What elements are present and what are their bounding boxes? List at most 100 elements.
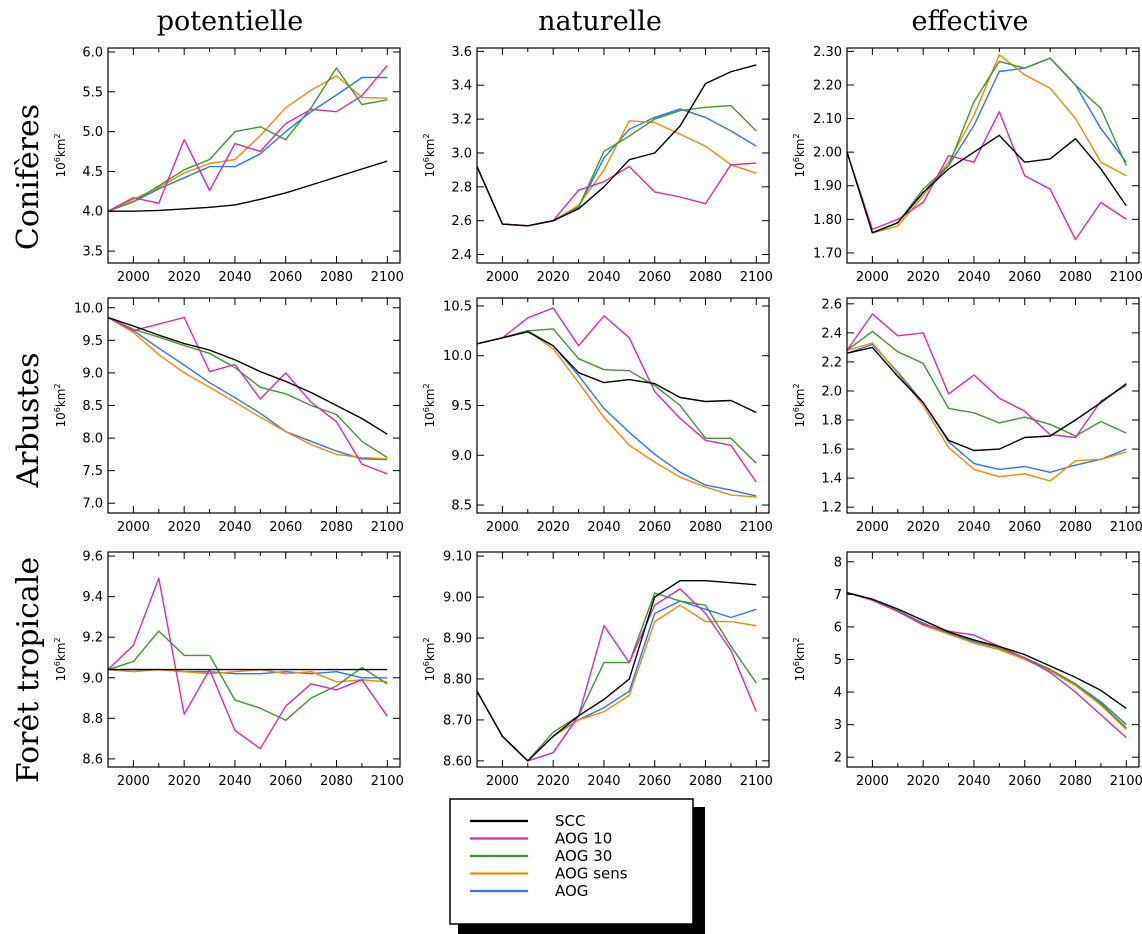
y-tick-label: 8.5 <box>451 499 472 514</box>
series-group <box>477 64 757 227</box>
x-tick-label: 2020 <box>168 520 201 535</box>
y-axis-label: 106km2 <box>792 133 807 177</box>
x-tick-label: 2020 <box>907 774 940 789</box>
y-tick-label: 8.80 <box>443 672 472 687</box>
y-tick-label: 9.2 <box>82 631 103 646</box>
series-line-aog-sens <box>477 330 757 498</box>
ylabel-base: 10 <box>54 666 68 681</box>
legend-box <box>449 798 694 925</box>
series-group <box>108 577 388 750</box>
x-tick-label: 2060 <box>1008 270 1041 285</box>
y-tick-label: 10.5 <box>443 299 472 314</box>
ylabel-exp: 6 <box>422 157 431 162</box>
x-tick-label: 2040 <box>957 774 990 789</box>
x-tick-label: 2080 <box>689 270 722 285</box>
ylabel-unit-exp: 2 <box>422 383 431 388</box>
x-tick-label: 2040 <box>957 270 990 285</box>
x-tick-label: 2080 <box>689 774 722 789</box>
ylabel-unit-exp: 2 <box>422 637 431 642</box>
y-tick-label: 8.8 <box>82 712 103 727</box>
y-axis-label: 106km2 <box>422 133 437 177</box>
series-line-aog <box>108 316 388 461</box>
x-tick-label: 2060 <box>638 520 671 535</box>
ylabel-exp: 6 <box>792 661 801 666</box>
series-line-scc <box>477 64 757 227</box>
y-tick-label: 2.8 <box>451 180 472 195</box>
x-tick-label: 2080 <box>320 520 353 535</box>
y-axis-label: 106km2 <box>792 383 807 427</box>
ylabel-exp: 6 <box>422 407 431 412</box>
row-title-foret-tropicale: Forêt tropicale <box>11 557 46 783</box>
x-tick-label: 2060 <box>1008 774 1041 789</box>
y-tick-label: 2.00 <box>813 146 842 161</box>
x-tick-label: 2100 <box>371 270 404 285</box>
x-tick-label: 2020 <box>537 270 570 285</box>
x-tick-label: 2100 <box>371 774 404 789</box>
ylabel-exp: 6 <box>53 157 62 162</box>
series-line-aog <box>477 330 757 497</box>
y-tick-label: 2.30 <box>813 45 842 60</box>
y-tick-label: 9.10 <box>443 550 472 565</box>
column-title-effective: effective <box>912 6 1029 37</box>
x-tick-label: 2060 <box>638 774 671 789</box>
y-tick-label: 4.5 <box>82 165 103 180</box>
ylabel-unit-exp: 2 <box>792 133 801 138</box>
series-line-scc <box>108 316 388 435</box>
series-line-aog-30 <box>847 330 1127 437</box>
x-tick-label: 2040 <box>957 520 990 535</box>
series-line-aog-30 <box>108 316 388 459</box>
y-axis-label: 106km2 <box>53 133 68 177</box>
series-line-aog <box>108 76 388 212</box>
plot-frame <box>476 47 770 264</box>
y-tick-label: 1.2 <box>821 501 842 516</box>
y-tick-label: 1.8 <box>821 414 842 429</box>
plot-frame <box>107 551 401 768</box>
x-tick-label: 2100 <box>371 520 404 535</box>
y-tick-label: 5 <box>834 653 842 668</box>
x-tick-label: 2020 <box>537 774 570 789</box>
ylabel-unit: km <box>54 139 68 158</box>
y-tick-label: 8.90 <box>443 632 472 647</box>
y-tick-label: 6 <box>834 620 842 635</box>
ylabel-unit: km <box>793 643 807 662</box>
x-tick-label: 2000 <box>117 774 150 789</box>
series-group <box>847 54 1127 241</box>
row-title-arbustes: Arbustes <box>11 352 46 488</box>
series-group <box>847 313 1127 482</box>
x-tick-label: 2000 <box>856 270 889 285</box>
x-tick-label: 2040 <box>218 270 251 285</box>
panel-coniferes-effective: 1.70 1.80 1.90 2.00 2.10 2.20 2.30 2000 2020 2040… <box>792 45 1142 285</box>
x-tick-label: 2080 <box>689 520 722 535</box>
series-group <box>108 316 388 475</box>
plot-frame <box>846 297 1140 514</box>
x-tick-label: 2000 <box>856 774 889 789</box>
ylabel-unit-exp: 2 <box>422 133 431 138</box>
x-tick-label: 2100 <box>740 774 773 789</box>
x-tick-label: 2080 <box>1059 774 1092 789</box>
y-tick-label: 10.0 <box>443 349 472 364</box>
plot-frame <box>476 297 770 514</box>
y-axis-label: 106km2 <box>53 637 68 681</box>
x-tick-label: 2020 <box>907 520 940 535</box>
plot-frame <box>476 551 770 768</box>
y-tick-label: 7.0 <box>82 497 103 512</box>
series-line-scc <box>108 160 388 212</box>
y-axis-label: 106km2 <box>53 383 68 427</box>
ylabel-unit: km <box>54 643 68 662</box>
series-line-aog-10 <box>108 316 388 475</box>
x-tick-label: 2060 <box>638 270 671 285</box>
y-tick-label: 9.5 <box>451 399 472 414</box>
ylabel-unit-exp: 2 <box>792 637 801 642</box>
series-line-scc <box>847 134 1127 234</box>
plot-frame <box>107 297 401 514</box>
ylabel-unit-exp: 2 <box>53 383 62 388</box>
series-line-aog-sens <box>108 316 388 460</box>
series-line-aog <box>477 108 757 227</box>
legend-label-aog-10: AOG 10 <box>555 830 612 848</box>
y-tick-label: 2.20 <box>813 78 842 93</box>
x-tick-label: 2080 <box>1059 270 1092 285</box>
